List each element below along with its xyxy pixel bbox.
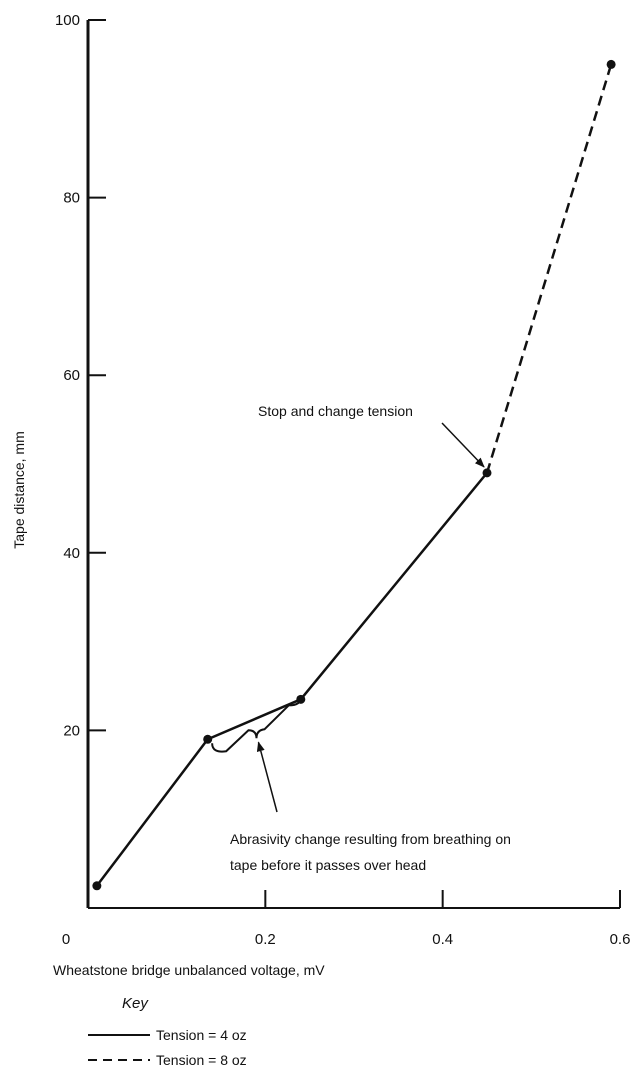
series-group <box>95 64 613 887</box>
y-tick-label: 100 <box>55 12 80 29</box>
data-point <box>203 734 213 744</box>
x-tick-label: 0.6 <box>610 931 631 948</box>
y-axis-label: Tape distance, mm <box>11 431 27 549</box>
legend-item-tension-4oz: Tension = 4 oz <box>156 1027 247 1043</box>
y-tick-label: 60 <box>63 367 80 384</box>
annotation-stop-text: Stop and change tension <box>258 403 413 419</box>
abrasivity-brace <box>211 697 302 753</box>
y-tick-label: 80 <box>63 190 80 207</box>
data-point <box>606 59 616 69</box>
y-tick-label: 40 <box>63 545 80 562</box>
series-line-tension-8oz <box>485 64 613 474</box>
annotation-abrasivity: Abrasivity change resulting from breathi… <box>211 697 511 873</box>
annotation-abrasivity-line2: tape before it passes over head <box>230 857 426 873</box>
data-point <box>92 881 102 891</box>
x-tick-label: 0 <box>62 931 70 948</box>
annotation-abrasivity-line1: Abrasivity change resulting from breathi… <box>230 831 511 847</box>
series-line-tension-4oz <box>95 472 488 887</box>
annotation-stop: Stop and change tension <box>258 403 485 468</box>
x-axis-label: Wheatstone bridge unbalanced voltage, mV <box>53 962 325 978</box>
legend-title: Key <box>122 995 149 1012</box>
x-tick-label: 0.2 <box>255 931 276 948</box>
y-tick-label: 20 <box>63 722 80 739</box>
abrasivity-arrow <box>256 741 278 813</box>
x-tick-label: 0.4 <box>432 931 453 948</box>
y-ticks: 20 40 60 80 100 <box>55 12 106 739</box>
axes <box>86 20 620 909</box>
legend: Key Tension = 4 oz Tension = 8 oz <box>88 995 247 1068</box>
points-group <box>92 59 616 891</box>
stop-arrow <box>441 422 485 468</box>
data-point <box>482 468 492 478</box>
x-ticks: 0 0.2 0.4 0.6 <box>62 890 631 948</box>
legend-item-tension-8oz: Tension = 8 oz <box>156 1052 247 1068</box>
